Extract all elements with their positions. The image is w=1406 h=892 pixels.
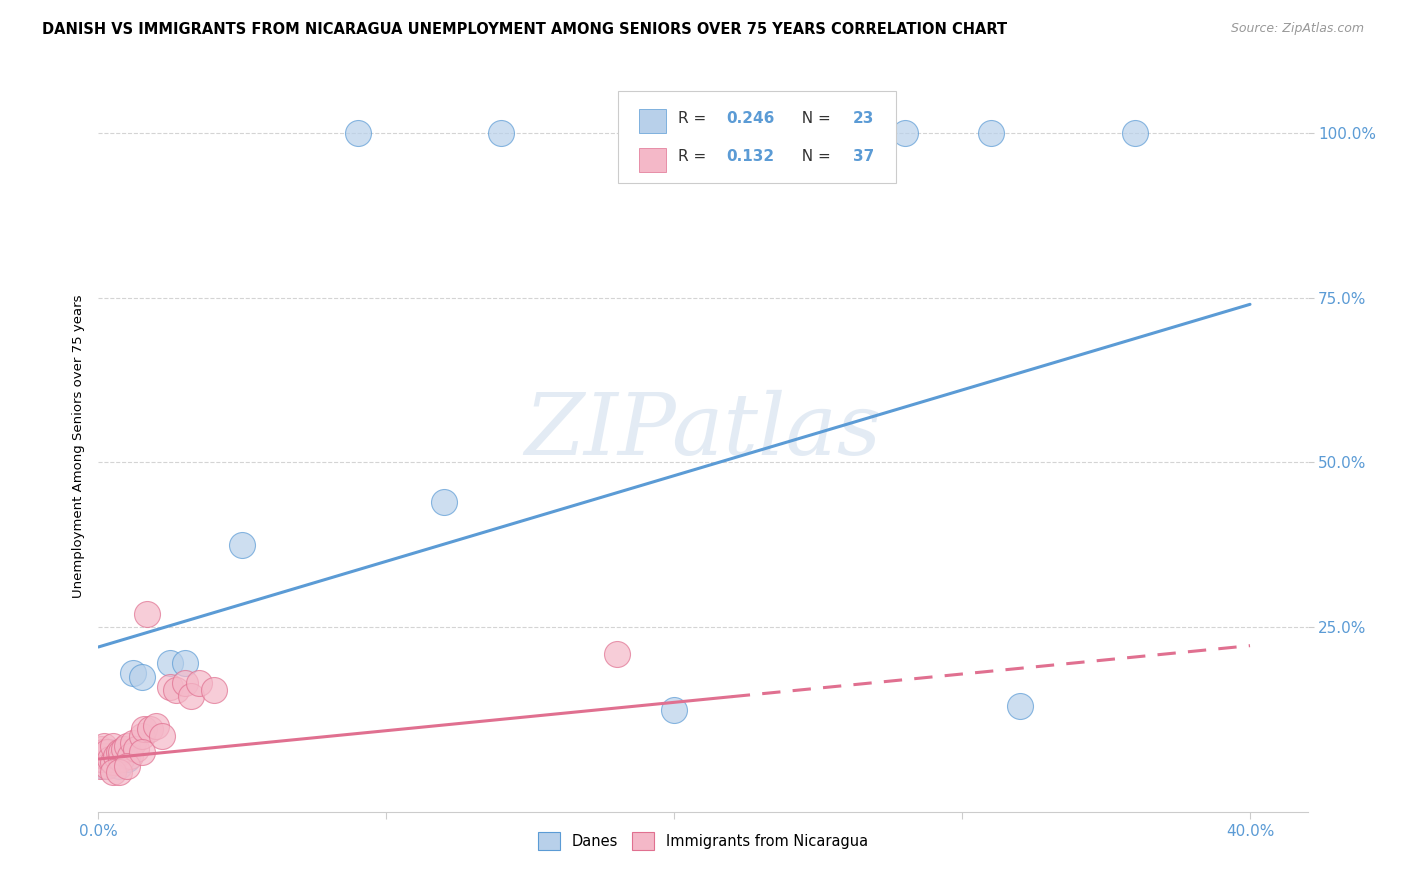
Point (664, 702, 686, 716)
Point (893, 126, 915, 140)
Point (180, 690, 202, 704)
Point (107, 746, 129, 760)
Point (134, 723, 156, 737)
Point (96, 752, 118, 766)
Point (89, 758, 111, 772)
Text: N =: N = (793, 111, 837, 126)
Point (231, 538, 253, 552)
Text: 37: 37 (853, 149, 875, 164)
Point (98, 752, 121, 766)
Point (90, 742, 112, 756)
Point (188, 676, 211, 690)
Point (115, 752, 138, 766)
Point (139, 723, 162, 737)
Point (93, 758, 115, 772)
Point (202, 682, 225, 697)
Text: 0.132: 0.132 (725, 149, 775, 164)
Point (145, 719, 167, 733)
Point (131, 670, 153, 684)
Point (110, 752, 132, 766)
Point (980, 126, 1002, 140)
Point (101, 752, 124, 766)
Point (115, 758, 138, 772)
FancyBboxPatch shape (638, 109, 665, 133)
Point (136, 607, 159, 621)
Point (150, 729, 173, 743)
Point (110, 746, 132, 760)
Point (93, 739, 115, 753)
Point (112, 742, 135, 756)
Point (131, 729, 153, 743)
Text: DANISH VS IMMIGRANTS FROM NICARAGUA UNEMPLOYMENT AMONG SENIORS OVER 75 YEARS COR: DANISH VS IMMIGRANTS FROM NICARAGUA UNEM… (42, 22, 1007, 37)
Point (173, 676, 195, 690)
Legend: Danes, Immigrants from Nicaragua: Danes, Immigrants from Nicaragua (531, 826, 875, 855)
Text: Source: ZipAtlas.com: Source: ZipAtlas.com (1230, 22, 1364, 36)
Point (131, 746, 153, 760)
Point (96, 746, 118, 760)
Point (101, 765, 124, 780)
Point (101, 739, 124, 753)
Point (107, 765, 129, 780)
FancyBboxPatch shape (619, 91, 897, 183)
Point (101, 756, 124, 770)
Point (93, 748, 115, 763)
Point (122, 735, 145, 749)
Text: 23: 23 (853, 111, 875, 126)
Point (115, 739, 138, 753)
Y-axis label: Unemployment Among Seniors over 75 years: Unemployment Among Seniors over 75 years (72, 294, 84, 598)
Point (159, 657, 181, 671)
Point (96, 758, 118, 772)
Point (778, 126, 800, 140)
Point (165, 682, 187, 697)
Text: ZIPatlas: ZIPatlas (524, 390, 882, 473)
Point (606, 647, 628, 661)
Point (433, 495, 456, 509)
Point (1123, 126, 1146, 140)
FancyBboxPatch shape (638, 148, 665, 172)
Text: N =: N = (793, 149, 837, 164)
Point (1008, 699, 1031, 714)
Point (107, 758, 129, 772)
Point (110, 752, 132, 766)
Point (104, 748, 127, 763)
Point (91, 746, 114, 760)
Point (125, 742, 148, 756)
Point (90, 752, 112, 766)
Point (173, 657, 195, 671)
Point (634, 126, 657, 140)
Text: 0.246: 0.246 (725, 111, 775, 126)
Text: R =: R = (678, 111, 710, 126)
Point (122, 666, 145, 681)
Point (98, 746, 121, 760)
Text: R =: R = (678, 149, 710, 164)
Point (491, 126, 513, 140)
Point (159, 680, 181, 694)
Point (120, 748, 142, 763)
Point (346, 126, 368, 140)
Point (90, 752, 112, 766)
